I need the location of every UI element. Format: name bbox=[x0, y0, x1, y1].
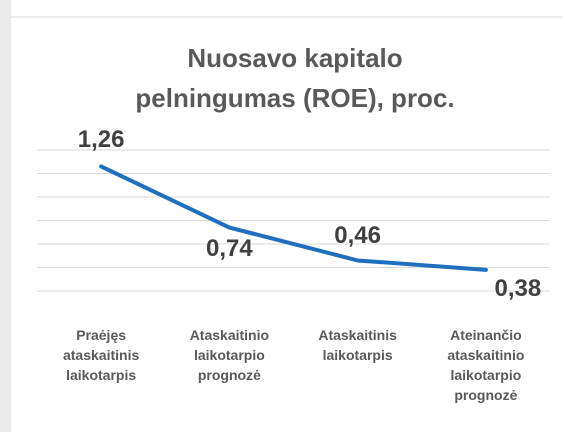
chart-title: Nuosavo kapitalo pelningumas (ROE), proc… bbox=[135, 43, 455, 113]
data-line bbox=[99, 164, 488, 272]
x-tick-label: Ataskaitinis laikotarpis bbox=[318, 327, 397, 363]
data-label: 0,74 bbox=[206, 235, 253, 262]
data-label: 0,46 bbox=[334, 222, 381, 249]
x-tick-label: Ataskaitinio laikotarpio prognozė bbox=[190, 327, 269, 383]
side-panel bbox=[0, 0, 9, 432]
data-label: 1,26 bbox=[78, 126, 125, 153]
x-tick-label: Praėjęs ataskaitinis laikotarpis bbox=[63, 327, 139, 383]
x-tick-label: Ateinančio ataskaitinio laikotarpio prognoz… bbox=[447, 327, 524, 403]
data-label: 0,38 bbox=[495, 275, 542, 302]
